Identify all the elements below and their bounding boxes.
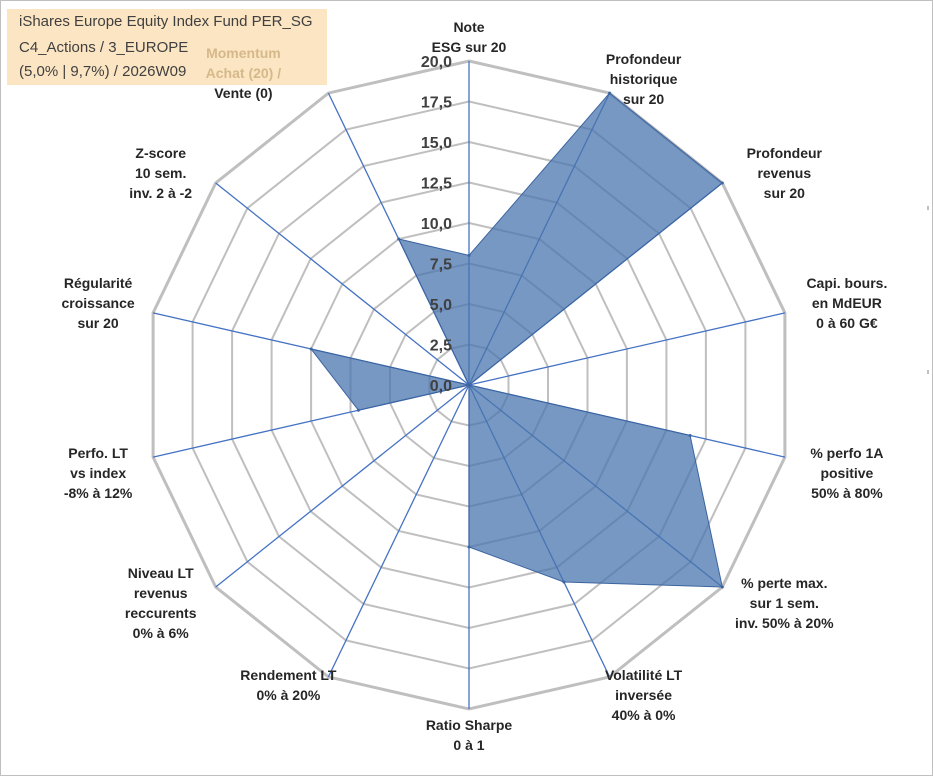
data-point-7 bbox=[562, 580, 566, 584]
axis-label: en MdEUR bbox=[812, 295, 882, 311]
tick-label: 10,0 bbox=[421, 216, 452, 233]
chart-title-fund: iShares Europe Equity Index Fund PER_SG bbox=[19, 13, 313, 30]
axis-label: Perfo. LT bbox=[68, 445, 128, 461]
axis-label: 0 à 1 bbox=[453, 737, 484, 753]
chart-title-box: iShares Europe Equity Index Fund PER_SG … bbox=[7, 9, 327, 85]
axis-label: 0% à 6% bbox=[133, 625, 190, 641]
tick-label: 0,0 bbox=[430, 378, 452, 395]
axis-label: % perfo 1A bbox=[810, 445, 883, 461]
axis-label: sur 1 sem. bbox=[750, 595, 819, 611]
tick-label: 2,5 bbox=[430, 338, 452, 355]
data-point-11 bbox=[356, 408, 360, 412]
axis-label: Vente (0) bbox=[214, 85, 272, 101]
axis-label: historique bbox=[610, 71, 678, 87]
data-series-area bbox=[309, 92, 724, 588]
axis-label: Ratio Sharpe bbox=[426, 717, 513, 733]
data-point-12 bbox=[309, 347, 313, 351]
tick-label: 20,0 bbox=[421, 54, 452, 71]
axis-spoke-13 bbox=[215, 182, 470, 386]
tick-label: 15,0 bbox=[421, 135, 452, 152]
data-point-6 bbox=[720, 585, 724, 589]
axis-label: Achat (20) / bbox=[206, 65, 282, 81]
scrollbar-marks bbox=[927, 206, 929, 374]
data-point-2 bbox=[608, 91, 612, 95]
axis-spoke-4 bbox=[468, 312, 786, 386]
axis-label: inv. 2 à -2 bbox=[129, 185, 192, 201]
axis-label: sur 20 bbox=[623, 91, 664, 107]
axis-label: Note bbox=[453, 19, 484, 35]
axis-label: Volatilité LT bbox=[605, 667, 683, 683]
axis-label: 0% à 20% bbox=[256, 687, 320, 703]
axis-label: Profondeur bbox=[606, 51, 682, 67]
axis-label: positive bbox=[820, 465, 873, 481]
axis-label: Régularité bbox=[64, 275, 133, 291]
axis-label: revenus bbox=[134, 585, 188, 601]
axis-label: sur 20 bbox=[764, 185, 805, 201]
axis-label: Niveau LT bbox=[128, 565, 194, 581]
axis-label: Rendement LT bbox=[240, 667, 337, 683]
data-point-13 bbox=[467, 383, 471, 387]
axis-label: 0 à 60 G€ bbox=[816, 315, 878, 331]
data-point-8 bbox=[467, 545, 471, 549]
axis-label: Momentum bbox=[206, 45, 281, 61]
axis-label: -8% à 12% bbox=[64, 485, 133, 501]
axis-label: ESG sur 20 bbox=[432, 39, 507, 55]
axis-label: sur 20 bbox=[77, 315, 118, 331]
axis-spoke-9 bbox=[327, 384, 470, 678]
axis-label: inversée bbox=[615, 687, 672, 703]
data-point-14 bbox=[397, 237, 401, 241]
axis-label: % perte max. bbox=[741, 575, 827, 591]
axis-label: Capi. bours. bbox=[806, 275, 887, 291]
axis-spoke-10 bbox=[215, 384, 470, 588]
axis-label: reccurents bbox=[125, 605, 197, 621]
data-point-5 bbox=[688, 434, 692, 437]
tick-label: 5,0 bbox=[430, 297, 452, 314]
chart-title-stats: (5,0% | 9,7%) / 2026W09 bbox=[19, 63, 187, 80]
tick-label: 12,5 bbox=[421, 176, 452, 193]
axis-label: revenus bbox=[757, 165, 811, 181]
tick-label: 17,5 bbox=[421, 95, 452, 112]
axis-label: 40% à 0% bbox=[612, 707, 676, 723]
axis-label: 10 sem. bbox=[135, 165, 186, 181]
data-point-3 bbox=[720, 181, 724, 185]
tick-label: 7,5 bbox=[430, 257, 452, 274]
axis-label: Profondeur bbox=[747, 145, 823, 161]
data-point-1 bbox=[467, 253, 471, 257]
chart-title-category: C4_Actions / 3_EUROPE bbox=[19, 39, 189, 56]
axis-label: Z-score bbox=[135, 145, 186, 161]
axis-label: croissance bbox=[62, 295, 135, 311]
axis-label: vs index bbox=[70, 465, 126, 481]
axis-label: inv. 50% à 20% bbox=[735, 615, 834, 631]
axis-label: 50% à 80% bbox=[811, 485, 883, 501]
